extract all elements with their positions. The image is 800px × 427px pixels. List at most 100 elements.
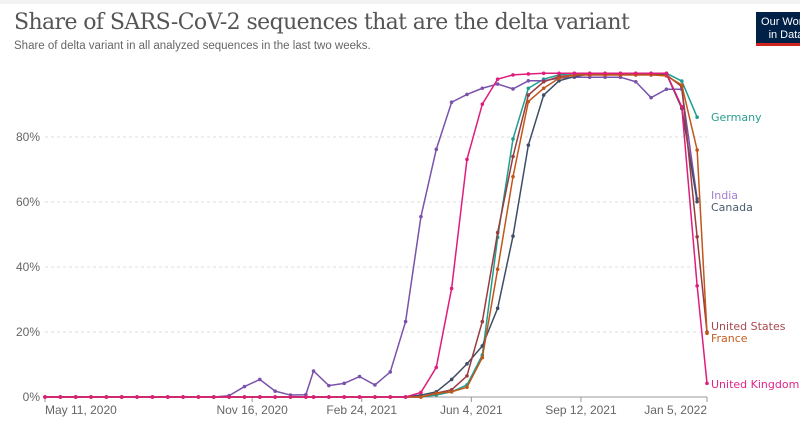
series-label-india: India xyxy=(711,189,738,202)
y-tick-label: 60% xyxy=(16,195,40,209)
data-point xyxy=(511,174,515,179)
data-point xyxy=(449,390,454,394)
owid-logo[interactable]: Our World in Data xyxy=(756,12,800,46)
data-point xyxy=(258,395,262,399)
data-point xyxy=(511,87,515,91)
data-point xyxy=(434,365,439,370)
y-tick-label: 80% xyxy=(16,130,40,144)
series-label-canada: Canada xyxy=(711,201,753,214)
data-point xyxy=(449,100,454,105)
data-point xyxy=(342,381,347,386)
chart-title: Share of SARS-CoV-2 sequences that are t… xyxy=(14,10,630,35)
data-point xyxy=(495,82,500,86)
data-point xyxy=(664,71,669,76)
y-tick-label: 0% xyxy=(23,390,41,404)
data-point xyxy=(211,395,216,399)
data-point xyxy=(679,104,684,109)
data-point xyxy=(695,234,699,239)
data-point xyxy=(434,147,439,152)
data-point xyxy=(618,71,623,76)
data-point xyxy=(465,362,469,366)
data-point xyxy=(434,391,439,396)
data-point xyxy=(495,230,500,235)
data-point xyxy=(89,395,93,399)
series-label-united-kingdom: United Kingdom xyxy=(711,378,799,391)
data-point xyxy=(465,92,469,97)
data-point xyxy=(495,306,500,311)
chart-subtitle: Share of delta variant in all analyzed s… xyxy=(14,40,371,52)
data-point xyxy=(695,284,699,288)
data-point xyxy=(649,71,653,76)
data-point xyxy=(557,76,561,80)
data-point xyxy=(135,395,139,399)
series-label-france: France xyxy=(711,332,748,345)
series-line-india xyxy=(45,76,698,398)
data-point xyxy=(480,319,485,324)
data-point xyxy=(526,93,531,97)
data-point xyxy=(695,199,699,204)
x-tick-label: May 11, 2020 xyxy=(45,403,117,417)
data-point xyxy=(242,395,247,399)
data-point xyxy=(449,286,454,291)
series-line-germany xyxy=(45,72,698,398)
data-point xyxy=(526,99,531,104)
data-point xyxy=(465,374,469,378)
data-point xyxy=(119,395,124,399)
x-tick-label: Jan 5, 2022 xyxy=(644,403,707,417)
y-tick-label: 20% xyxy=(16,325,40,339)
data-point xyxy=(342,395,347,399)
data-point xyxy=(511,154,515,159)
data-point xyxy=(633,79,638,84)
data-point xyxy=(357,395,362,399)
data-point xyxy=(705,331,709,336)
data-point xyxy=(511,137,515,141)
x-tick-label: Jun 4, 2021 xyxy=(440,403,503,417)
data-point xyxy=(419,214,423,219)
data-point xyxy=(242,384,247,389)
data-point xyxy=(495,267,500,272)
data-point xyxy=(258,377,262,382)
data-point xyxy=(649,95,653,100)
data-point xyxy=(311,395,316,399)
data-point xyxy=(304,395,308,399)
x-tick-label: Sep 12, 2021 xyxy=(545,403,617,417)
data-point xyxy=(603,71,607,76)
data-point xyxy=(357,374,362,379)
data-point xyxy=(465,385,469,390)
data-point xyxy=(695,148,699,152)
data-point xyxy=(526,72,531,76)
data-point xyxy=(104,395,109,399)
data-point xyxy=(388,395,393,399)
series-label-united-states: United States xyxy=(711,320,786,333)
data-point xyxy=(288,395,293,399)
data-point xyxy=(449,377,454,382)
series-line-united-states xyxy=(45,74,708,398)
data-point xyxy=(511,234,515,238)
data-point xyxy=(465,157,469,162)
data-point xyxy=(58,395,63,399)
data-point xyxy=(73,395,78,399)
x-tick-label: Nov 16, 2020 xyxy=(216,403,288,417)
data-point xyxy=(633,71,638,76)
data-point xyxy=(480,355,485,360)
data-point xyxy=(273,395,277,399)
data-point xyxy=(679,83,684,87)
data-point xyxy=(541,79,546,84)
data-point xyxy=(541,86,546,91)
series-line-france xyxy=(45,74,708,398)
data-point xyxy=(150,395,155,399)
data-point xyxy=(419,395,423,399)
data-point xyxy=(327,395,331,399)
series-line-united-kingdom xyxy=(45,72,708,398)
data-point xyxy=(541,93,546,97)
data-point xyxy=(557,78,561,83)
data-point xyxy=(403,319,408,324)
data-point xyxy=(541,71,546,76)
data-point xyxy=(43,395,47,399)
data-point xyxy=(181,395,185,399)
data-point xyxy=(572,71,577,76)
data-point xyxy=(480,86,485,91)
data-point xyxy=(664,87,669,92)
data-point xyxy=(480,344,485,348)
